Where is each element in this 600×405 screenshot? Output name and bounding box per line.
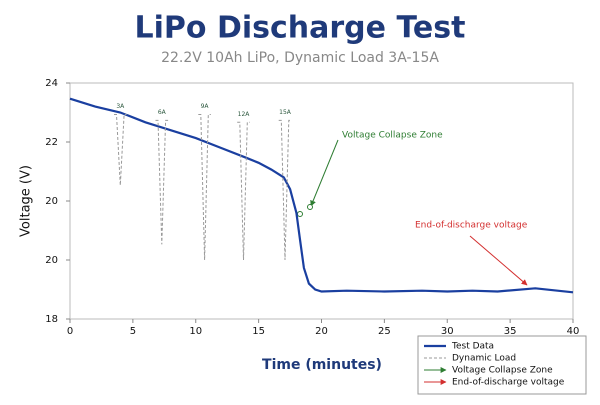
x-tick-label: 40 bbox=[567, 326, 580, 337]
pulse-label: 6A bbox=[158, 109, 167, 116]
x-axis-label: Time (minutes) bbox=[262, 357, 382, 373]
annotation-arrow bbox=[310, 139, 339, 207]
legend-label: Voltage Collapse Zone bbox=[452, 366, 553, 376]
x-tick-label: 30 bbox=[441, 326, 454, 337]
legend-label: Dynamic Load bbox=[452, 354, 516, 364]
annotation-arrow bbox=[469, 235, 528, 286]
annotation-marker bbox=[297, 211, 303, 217]
x-tick-label: 35 bbox=[504, 326, 517, 337]
legend-label: Test Data bbox=[451, 342, 494, 352]
y-tick-label: 20 bbox=[45, 255, 58, 266]
series-line bbox=[69, 97, 574, 294]
pulse-label: 3A bbox=[116, 103, 125, 110]
x-tick-label: 10 bbox=[189, 326, 202, 337]
pulse-label: 9A bbox=[201, 103, 210, 110]
x-tick-label: 15 bbox=[252, 326, 265, 337]
series-line bbox=[114, 114, 292, 261]
pulse-label: 12A bbox=[238, 111, 251, 118]
pulse-label: 15A bbox=[279, 109, 292, 116]
y-tick-label: 20 bbox=[45, 196, 58, 207]
chart-subtitle: 22.2V 10Ah LiPo, Dynamic Load 3A-15A bbox=[161, 50, 439, 66]
y-tick-label: 22 bbox=[45, 137, 58, 148]
plot-frame bbox=[69, 82, 574, 320]
legend-label: End-of-discharge voltage bbox=[452, 378, 565, 388]
y-tick-label: 24 bbox=[45, 78, 58, 89]
chart-title: LiPo Discharge Test bbox=[135, 11, 466, 46]
annotation: Voltage Collapse Zone bbox=[342, 131, 443, 141]
x-tick-label: 0 bbox=[67, 326, 73, 337]
x-tick-label: 25 bbox=[378, 326, 391, 337]
annotation: End-of-discharge voltage bbox=[415, 221, 528, 231]
x-tick-label: 20 bbox=[315, 326, 328, 337]
annotation-marker bbox=[307, 204, 313, 210]
y-tick-label: 18 bbox=[45, 314, 58, 325]
y-axis-label: Voltage (V) bbox=[19, 165, 34, 237]
x-tick-label: 5 bbox=[130, 326, 136, 337]
